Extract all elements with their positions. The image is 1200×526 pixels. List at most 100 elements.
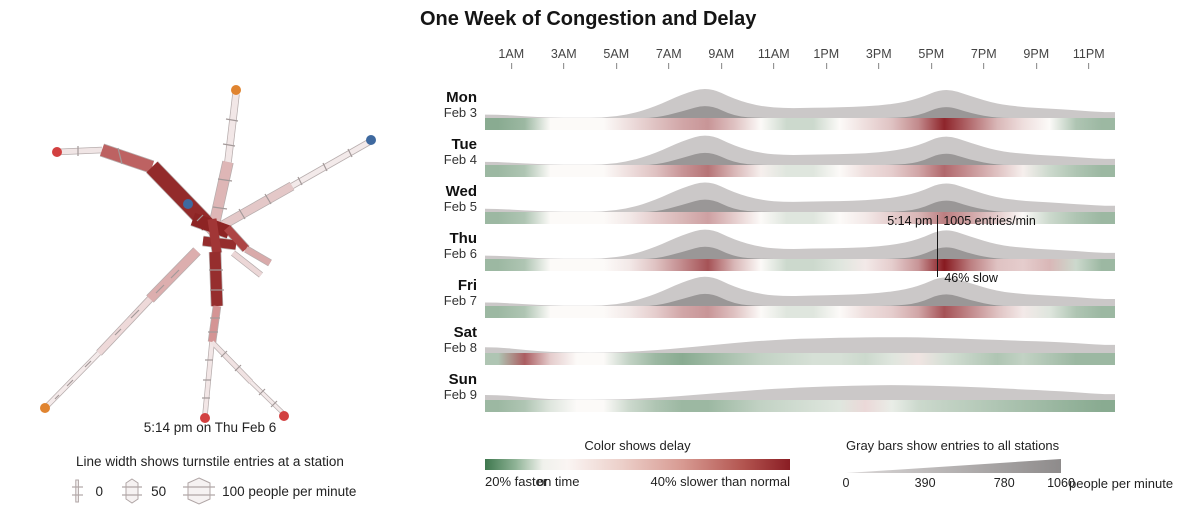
terminal-station-dots <box>40 85 376 423</box>
day-date: Feb 3 <box>443 105 477 121</box>
station-tick-marks <box>54 118 353 408</box>
time-axis-tick <box>773 63 775 69</box>
time-axis-tick <box>825 63 827 69</box>
day-name: Mon <box>446 88 477 106</box>
line-width-legend-item: 50 <box>119 476 166 506</box>
entries-area-chart[interactable] <box>485 85 1115 130</box>
time-axis-label: 1PM <box>813 47 839 69</box>
transit-map[interactable] <box>0 60 420 430</box>
entries-tick-label: 390 <box>914 476 936 490</box>
time-axis-label: 3PM <box>866 47 892 69</box>
time-axis-label: 11PM <box>1073 47 1105 69</box>
time-axis-tick <box>1088 63 1090 69</box>
delay-band[interactable] <box>485 353 1115 365</box>
time-axis-label: 7PM <box>971 47 997 69</box>
entries-area-chart[interactable] <box>485 132 1115 177</box>
day-label: Sun Feb 9 <box>420 367 477 412</box>
line-width-legend-label: 0 <box>95 483 104 499</box>
delay-band[interactable] <box>485 306 1115 318</box>
line-width-glyph-large <box>183 477 216 505</box>
day-label: Sat Feb 8 <box>420 320 477 365</box>
day-name: Sat <box>453 323 477 341</box>
blue-line-terminal-dot <box>183 199 193 209</box>
week-chart-panel: One Week of Congestion and Delay 1AM 3AM 5… <box>420 8 1192 492</box>
line-width-glyph-small <box>71 479 83 503</box>
annotation-delay-label: 46% slow <box>944 271 998 285</box>
entries-area-chart[interactable] <box>485 367 1115 412</box>
day-date: Feb 4 <box>443 152 477 168</box>
time-axis-tick <box>563 63 565 69</box>
time-axis-label: 11AM <box>758 47 790 69</box>
day-date: Feb 7 <box>443 293 477 309</box>
time-axis-tick <box>878 63 880 69</box>
day-date: Feb 6 <box>443 246 477 262</box>
transit-line-segments <box>45 93 373 416</box>
map-time-caption: 5:14 pm on Thu Feb 6 <box>143 420 277 435</box>
entries-legend-labels: 0 390 780 1060 people per minute <box>842 476 1174 492</box>
delay-color-legend: Color shows delay 20% faster on time 40%… <box>485 438 790 492</box>
blue-line-terminal-dot <box>366 135 376 145</box>
entries-area-chart[interactable] <box>485 179 1115 224</box>
line-width-legend-item: 0 <box>64 476 104 506</box>
day-name: Fri <box>457 276 477 294</box>
line-width-legend: 0 50 100 people per minute <box>0 476 420 506</box>
delay-legend-labels: 20% faster on time 40% slower than norma… <box>485 474 790 490</box>
day-name: Sun <box>448 370 477 388</box>
day-label: Mon Feb 3 <box>420 85 477 130</box>
red-line-terminal-dot <box>52 147 62 157</box>
day-row-mon: Mon Feb 3 <box>420 85 1192 130</box>
delay-band[interactable] <box>485 212 1115 224</box>
time-axis-tick <box>668 63 670 69</box>
time-axis-tick <box>930 63 932 69</box>
day-name: Thu <box>449 229 478 247</box>
map-legend-title: Line width shows turnstile entries at a … <box>76 454 344 469</box>
time-cursor-line[interactable] <box>936 215 939 277</box>
entries-area-chart[interactable] <box>485 273 1115 318</box>
day-date: Feb 8 <box>443 340 477 356</box>
entries-unit-label: people per minute <box>1069 476 1174 491</box>
time-axis-tick <box>983 63 985 69</box>
time-axis-label: 5AM <box>603 47 629 69</box>
line-width-legend-label: 100 people per minute <box>222 483 357 499</box>
entries-tick-label: 0 <box>842 476 850 490</box>
day-row-sun: Sun Feb 9 <box>420 367 1192 412</box>
day-row-fri: Fri Feb 7 <box>420 273 1192 318</box>
delay-band[interactable] <box>485 165 1115 177</box>
time-axis-tick <box>1035 63 1037 69</box>
delay-band[interactable] <box>485 259 1115 271</box>
red-line-terminal-dot <box>200 413 210 423</box>
time-axis-label: 3AM <box>551 47 577 69</box>
entries-legend-title: Gray bars show entries to all stations <box>846 438 1060 453</box>
day-row-sat: Sat Feb 8 <box>420 320 1192 365</box>
entries-area-chart[interactable] <box>485 320 1115 365</box>
day-row-tue: Tue Feb 4 <box>420 132 1192 177</box>
time-axis-label: 1AM <box>498 47 524 69</box>
chart-title: One Week of Congestion and Delay <box>420 8 757 30</box>
entries-tick-label: 780 <box>993 476 1015 490</box>
entries-gradient-triangle <box>846 459 1061 473</box>
delay-band[interactable] <box>485 400 1115 412</box>
entries-gray-legend: Gray bars show entries to all stations 0… <box>842 438 1186 492</box>
delay-gradient-bar <box>485 459 790 470</box>
station-map-panel: 5:14 pm on Thu Feb 6 Line width shows tu… <box>0 0 420 526</box>
annotation-time-label: 5:14 pm <box>887 214 933 228</box>
orange-line-terminal-dot <box>231 85 241 95</box>
line-width-legend-label: 50 <box>151 483 167 499</box>
day-date: Feb 9 <box>443 387 477 403</box>
entries-area-chart[interactable]: 5:14 pm 1005 entries/min 46% slow <box>485 214 1115 285</box>
day-row-thu: Thu Feb 6 5:14 pm 1005 entries/min 46% slow <box>420 214 1192 285</box>
time-axis-tick <box>720 63 722 69</box>
day-rows: Mon Feb 3 Tue Feb 4 Wed Feb 5 Thu Feb 6 5:14 pm 1… <box>420 85 1192 412</box>
time-axis-tick <box>615 63 617 69</box>
red-line-terminal-dot <box>279 411 289 421</box>
day-name: Wed <box>445 182 477 200</box>
time-axis: 1AM 3AM 5AM 7AM 9AM 11AM 1PM 3PM 5PM 7PM 9PM 11PM <box>485 47 1115 77</box>
chart-legends: Color shows delay 20% faster on time 40%… <box>485 438 1192 492</box>
day-row-wed: Wed Feb 5 <box>420 179 1192 224</box>
delay-band[interactable] <box>485 118 1115 130</box>
delay-legend-label-faster: 20% faster <box>485 474 548 489</box>
line-width-glyph-medium <box>122 478 143 504</box>
day-label: Wed Feb 5 <box>420 179 477 224</box>
orange-line-terminal-dot <box>40 403 50 413</box>
line-width-legend-item: 100 people per minute <box>182 476 356 506</box>
